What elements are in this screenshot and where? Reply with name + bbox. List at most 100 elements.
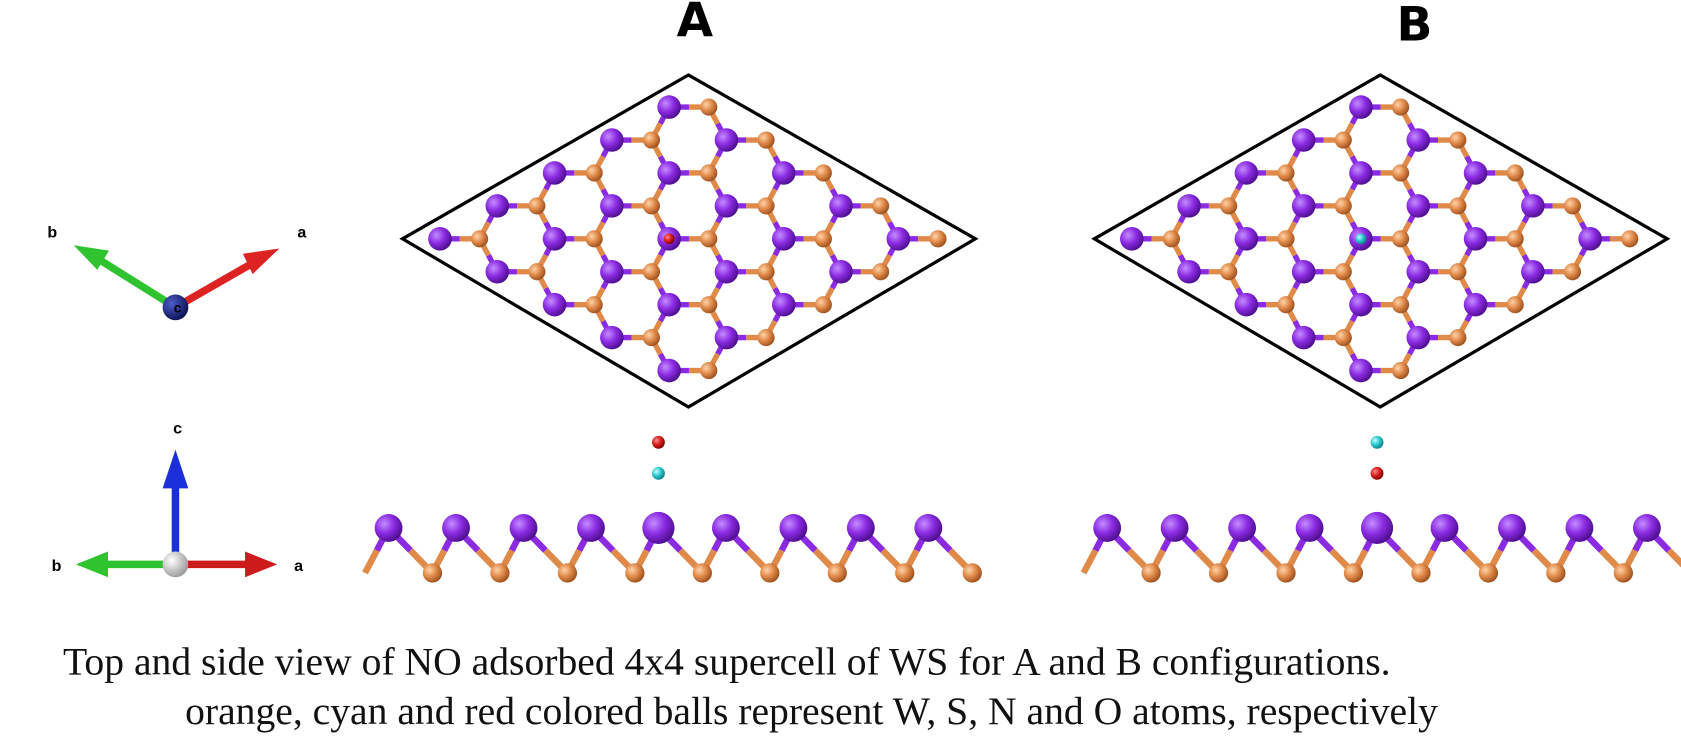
w-atom: [772, 293, 796, 317]
s-atom: [1449, 329, 1466, 346]
w-atom: [510, 514, 538, 542]
s-atom: [1220, 197, 1237, 214]
w-atom: [642, 512, 674, 544]
w-atom: [543, 293, 567, 317]
s-atom: [471, 230, 488, 247]
s-atom: [586, 296, 603, 313]
w-atom: [1406, 326, 1430, 350]
w-atom: [1161, 514, 1189, 542]
s-atom: [1335, 131, 1352, 148]
w-atom: [543, 227, 567, 251]
s-atom: [1507, 230, 1524, 247]
s-atom: [1411, 563, 1430, 582]
s-atom: [1449, 263, 1466, 280]
w-atom: [1235, 227, 1259, 251]
s-atom: [700, 164, 717, 181]
w-atom: [577, 514, 605, 542]
s-atom: [693, 563, 712, 582]
w-atom: [1464, 161, 1488, 185]
w-atom: [1498, 514, 1526, 542]
s-atom: [1277, 164, 1294, 181]
s-atom: [700, 230, 717, 247]
s-atom: [1335, 197, 1352, 214]
s-atom: [700, 99, 717, 116]
s-atom: [1344, 563, 1363, 582]
s-atom: [1141, 563, 1160, 582]
s-atom: [1546, 563, 1565, 582]
w-atom: [772, 227, 796, 251]
w-atom: [1093, 514, 1121, 542]
w-atom: [779, 514, 807, 542]
s-atom: [490, 563, 509, 582]
w-atom: [657, 161, 681, 185]
structures: [365, 75, 1681, 583]
s-atom: [815, 164, 832, 181]
w-atom: [543, 161, 567, 185]
panel-label: A: [677, 0, 714, 48]
s-atom: [643, 329, 660, 346]
s-atom: [625, 563, 644, 582]
s-atom: [1392, 362, 1409, 379]
s-atom: [558, 563, 577, 582]
s-atom: [586, 164, 603, 181]
w-atom: [1578, 227, 1602, 251]
s-atom: [423, 563, 442, 582]
w-atom: [600, 194, 624, 218]
bond: [365, 550, 377, 572]
s-atom: [1479, 563, 1498, 582]
w-atom: [1349, 293, 1373, 317]
s-atom: [1621, 230, 1638, 247]
w-atom: [715, 194, 739, 218]
w-atom: [1633, 514, 1661, 542]
s-atom: [1277, 296, 1294, 313]
w-atom: [600, 260, 624, 284]
page: b a c c b a A B Top and side view of NO …: [0, 0, 1681, 755]
w-atom: [1292, 194, 1316, 218]
s-atom: [1507, 164, 1524, 181]
w-atom: [657, 293, 681, 317]
s-atom: [1335, 329, 1352, 346]
w-atom: [1349, 359, 1373, 383]
w-atom: [1228, 514, 1256, 542]
w-atom: [1521, 194, 1545, 218]
s-atom: [815, 230, 832, 247]
w-atom: [712, 514, 740, 542]
w-atom: [1566, 514, 1594, 542]
bond: [1669, 550, 1681, 572]
s-atom: [1507, 296, 1524, 313]
s-atom: [1449, 131, 1466, 148]
s-atom: [963, 563, 982, 582]
figure: b a c c b a A B Top and side view of NO …: [0, 0, 1681, 755]
s-atom: [895, 563, 914, 582]
s-atom: [528, 197, 545, 214]
w-atom: [1296, 514, 1324, 542]
s-atom: [643, 131, 660, 148]
s-atom: [1392, 99, 1409, 116]
s-atom: [700, 296, 717, 313]
axis-label: c: [173, 420, 182, 438]
w-atom: [485, 260, 509, 284]
panel-label: B: [1397, 0, 1433, 53]
s-atom: [1277, 230, 1294, 247]
w-atom: [847, 514, 875, 542]
w-atom: [1177, 194, 1201, 218]
w-atom: [715, 326, 739, 350]
w-atom: [829, 260, 853, 284]
s-atom: [1564, 263, 1581, 280]
s-atom: [929, 230, 946, 247]
s-atom: [1564, 197, 1581, 214]
adsorbate-atom: [1371, 467, 1384, 480]
s-atom: [643, 197, 660, 214]
s-atom: [758, 329, 775, 346]
caption-line: Top and side view of NO adsorbed 4x4 sup…: [63, 640, 1391, 684]
w-atom: [887, 227, 911, 251]
w-atom: [375, 514, 403, 542]
s-atom: [758, 197, 775, 214]
s-atom: [1449, 197, 1466, 214]
adsorbate-atom: [1356, 233, 1367, 244]
w-atom: [1177, 260, 1201, 284]
s-atom: [586, 230, 603, 247]
w-atom: [829, 194, 853, 218]
s-atom: [643, 263, 660, 280]
s-atom: [1392, 296, 1409, 313]
